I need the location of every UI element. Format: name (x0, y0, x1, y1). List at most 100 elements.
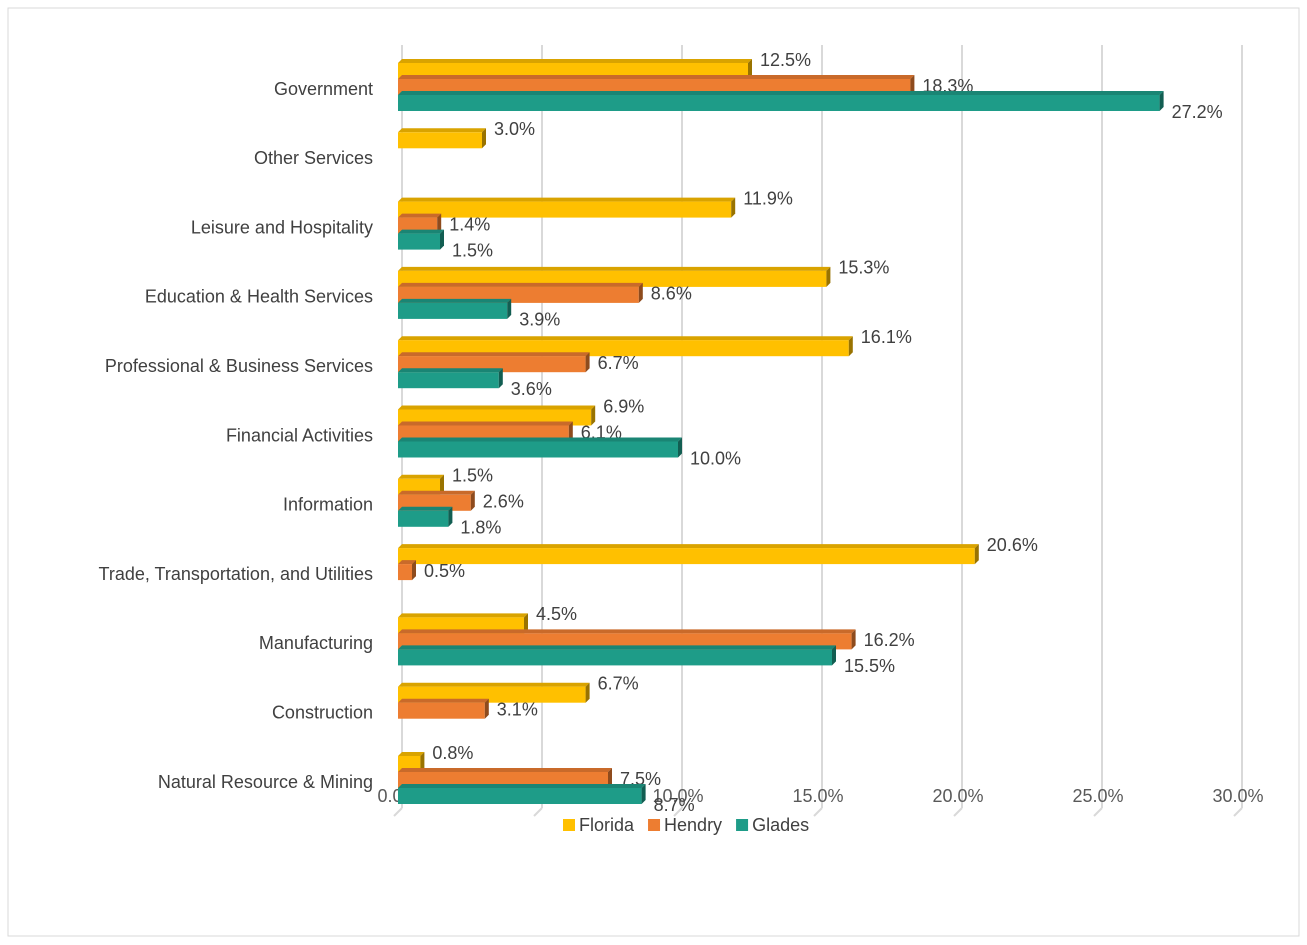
bar-top (398, 91, 1164, 95)
bar-top (398, 544, 979, 549)
bar (398, 95, 1160, 111)
bar-side (608, 768, 612, 788)
bar-top (398, 752, 425, 756)
bar (398, 201, 732, 218)
data-label: 3.6% (511, 379, 552, 399)
data-label: 1.5% (452, 240, 493, 260)
legend-label: Hendry (664, 815, 722, 835)
bar-top (398, 421, 573, 426)
bar (398, 649, 832, 666)
bar-side (507, 298, 512, 319)
bar-side (638, 282, 643, 303)
y-tick-label: Other Services (254, 148, 373, 168)
data-label: 27.2% (1172, 102, 1223, 122)
grid-line-base (533, 807, 543, 817)
bar-top (398, 352, 590, 357)
bar (398, 441, 678, 458)
bar-top (398, 336, 853, 341)
bar-side (641, 784, 646, 804)
data-label: 1.5% (452, 466, 493, 486)
grid-line-base (1233, 807, 1243, 817)
bar-side (848, 336, 853, 357)
y-tick-label: Trade, Transportation, and Utilities (99, 564, 373, 584)
bar (398, 788, 642, 804)
data-label: 0.8% (432, 743, 473, 763)
bar-top (398, 128, 486, 133)
legend-swatch (563, 819, 575, 831)
data-label: 6.1% (581, 422, 622, 442)
bar-top (398, 266, 831, 271)
bar (398, 132, 482, 149)
bar-top (398, 698, 489, 703)
x-tick-label: 15.0% (792, 786, 843, 806)
bar-top (398, 506, 453, 511)
grid-line-base (953, 807, 963, 817)
grid-line-base (673, 807, 683, 817)
y-tick-label: Education & Health Services (145, 287, 373, 307)
data-label: 16.2% (864, 630, 915, 650)
bar-top (398, 437, 682, 442)
bar-side (440, 474, 444, 495)
data-label: 6.7% (598, 673, 639, 693)
bar-top (398, 282, 643, 287)
data-label: 8.7% (654, 795, 695, 815)
bar-top (398, 784, 646, 788)
data-label: 1.4% (449, 214, 490, 234)
legend: Florida Hendry Glades (563, 815, 809, 835)
data-label: 10.0% (690, 448, 741, 468)
bar-top (398, 645, 836, 650)
bar (398, 548, 975, 565)
bar-side (748, 59, 752, 79)
bar-top (398, 213, 442, 218)
data-label: 18.3% (922, 76, 973, 96)
bar-side (591, 405, 596, 426)
y-tick-label: Construction (272, 702, 373, 722)
bar-side (585, 682, 590, 703)
chart-frame (7, 7, 1300, 937)
legend-swatch (736, 819, 749, 831)
bar-top (398, 368, 503, 373)
x-tick-label: 10.0% (652, 786, 703, 806)
bar-top (398, 197, 736, 202)
bar-top (398, 629, 856, 634)
x-tick-label: 30.0% (1212, 786, 1263, 806)
bar-top (398, 613, 528, 618)
bar-side (412, 560, 416, 581)
grid-line-base (393, 807, 403, 817)
y-tick-label: Manufacturing (259, 633, 373, 653)
bar-side (568, 421, 573, 442)
bar (398, 372, 499, 389)
y-tick-label: Professional & Business Services (105, 356, 373, 376)
data-label: 15.3% (838, 258, 889, 278)
y-tick-label: Natural Resource & Mining (158, 772, 373, 792)
bar-side (585, 352, 590, 373)
bar-top (398, 298, 512, 303)
bar-top (398, 474, 444, 479)
x-tick-label: 25.0% (1072, 786, 1123, 806)
grid-line-base (1093, 807, 1103, 817)
bar-side (731, 197, 736, 218)
bar (398, 302, 508, 319)
bar-top (398, 490, 475, 495)
bar-side (498, 368, 503, 389)
data-label: 11.9% (743, 188, 793, 208)
y-tick-label: Financial Activities (226, 425, 373, 445)
data-label: 20.6% (987, 535, 1038, 555)
data-label: 1.8% (460, 518, 501, 538)
bar-top (398, 59, 752, 63)
bar-side (974, 544, 979, 565)
data-label: 8.6% (651, 284, 692, 304)
grid-line-base (813, 807, 823, 817)
data-label: 2.6% (483, 492, 524, 512)
bar-top (398, 682, 590, 687)
y-tick-label: Information (283, 495, 373, 515)
data-label: 3.9% (519, 310, 560, 330)
bar-side (482, 128, 486, 149)
bar (398, 702, 485, 719)
bar-top (398, 229, 444, 234)
data-label: 4.5% (536, 604, 577, 624)
bar-side (440, 229, 444, 250)
legend-label: Glades (752, 815, 809, 835)
bar-side (437, 213, 442, 234)
